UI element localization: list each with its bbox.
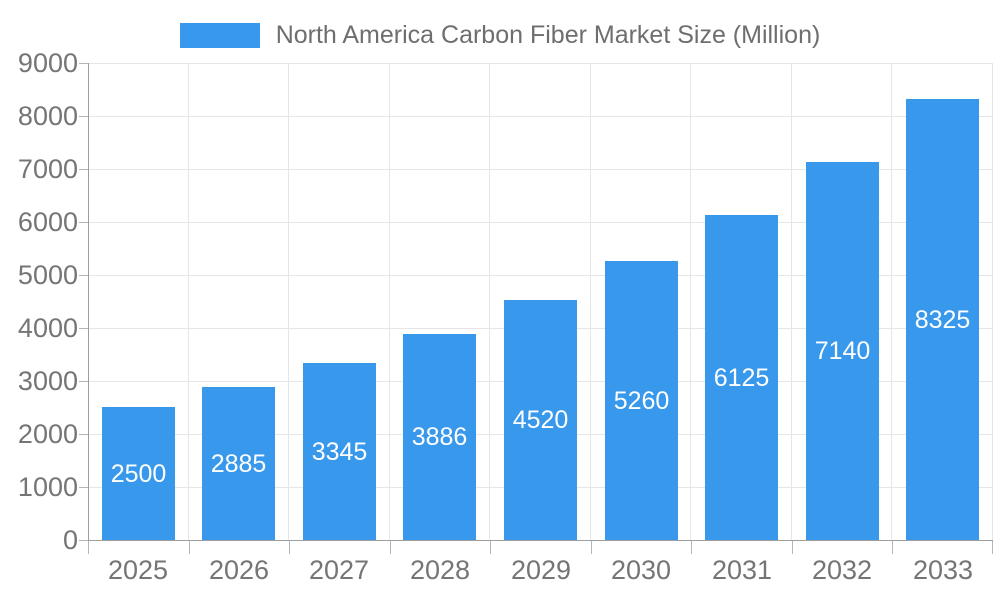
bar-2028[interactable]: 3886 <box>403 334 476 540</box>
x-axis-tick-label: 2030 <box>610 555 672 585</box>
bar-value-label: 6125 <box>713 363 770 392</box>
gridline-horizontal <box>88 169 993 170</box>
x-axis-tick-label: 2032 <box>811 555 873 585</box>
y-axis-tick-label: 6000 <box>17 207 78 237</box>
gridline-horizontal <box>88 275 993 276</box>
legend[interactable]: North America Carbon Fiber Market Size (… <box>0 20 1000 51</box>
x-axis-tick-label: 2028 <box>409 555 471 585</box>
gridline-vertical <box>992 63 993 540</box>
gridline-horizontal <box>88 116 993 117</box>
bar-value-label: 7140 <box>814 337 871 365</box>
y-axis-tick-label: 4000 <box>17 313 78 343</box>
plot-area: 2500 2885 3345 3886 4520 5260 6125 7140 8325 <box>88 63 993 540</box>
bar-value-label: 3345 <box>311 437 368 466</box>
y-axis-tick-label: 1000 <box>17 472 78 502</box>
bar-value-label: 8325 <box>914 305 971 334</box>
bar-2031[interactable]: 6125 <box>705 215 778 540</box>
x-axis-tick <box>490 540 491 554</box>
y-axis-tick <box>79 328 88 329</box>
x-axis-tick <box>992 540 993 554</box>
x-axis-tick <box>591 540 592 554</box>
bar-value-label: 3886 <box>411 423 468 451</box>
bar-2025[interactable]: 2500 <box>102 407 175 540</box>
x-axis-tick-label: 2029 <box>510 555 572 585</box>
y-axis-tick-label: 5000 <box>17 260 78 290</box>
x-axis-tick-label: 2026 <box>208 555 270 585</box>
x-axis-line <box>88 540 993 541</box>
gridline-vertical <box>891 63 892 540</box>
bar-value-label: 2500 <box>110 459 167 488</box>
gridline-vertical <box>288 63 289 540</box>
bar-value-label: 4520 <box>512 406 569 434</box>
bar-value-label: 2885 <box>210 449 267 478</box>
x-axis-tick <box>792 540 793 554</box>
x-axis-tick <box>88 540 89 554</box>
gridline-vertical <box>188 63 189 540</box>
y-axis-tick-label: 2000 <box>17 419 78 449</box>
y-axis-tick-label: 0 <box>62 525 78 555</box>
x-axis-tick <box>892 540 893 554</box>
y-axis-tick <box>79 222 88 223</box>
gridline-vertical <box>590 63 591 540</box>
bar-2032[interactable]: 7140 <box>806 162 879 540</box>
y-axis-tick <box>79 434 88 435</box>
y-axis-tick-label: 3000 <box>17 366 78 396</box>
gridline-horizontal <box>88 222 993 223</box>
y-axis-tick <box>79 63 88 64</box>
x-axis-tick <box>691 540 692 554</box>
y-axis-tick <box>79 487 88 488</box>
y-axis-tick <box>79 540 88 541</box>
bar-2026[interactable]: 2885 <box>202 387 275 540</box>
x-axis-tick <box>289 540 290 554</box>
y-axis-tick-label: 9000 <box>17 48 78 78</box>
bar-value-label: 5260 <box>613 386 670 415</box>
gridline-vertical <box>489 63 490 540</box>
gridline-horizontal <box>88 63 993 64</box>
x-axis-tick-label: 2027 <box>308 555 370 585</box>
y-axis-line <box>88 63 89 540</box>
bar-2029[interactable]: 4520 <box>504 300 577 540</box>
gridline-vertical <box>791 63 792 540</box>
x-axis-tick <box>390 540 391 554</box>
y-axis-tick <box>79 169 88 170</box>
x-axis-tick-label: 2033 <box>912 555 974 585</box>
x-axis-tick <box>189 540 190 554</box>
y-axis-tick <box>79 116 88 117</box>
legend-label: North America Carbon Fiber Market Size (… <box>275 21 821 49</box>
x-axis-tick-label: 2031 <box>711 555 773 585</box>
bar-2030[interactable]: 5260 <box>605 261 678 540</box>
y-axis-tick-label: 7000 <box>17 154 78 184</box>
gridline-vertical <box>690 63 691 540</box>
bar-2033[interactable]: 8325 <box>906 99 979 540</box>
y-axis-tick <box>79 275 88 276</box>
gridline-vertical <box>389 63 390 540</box>
y-axis-tick-label: 8000 <box>17 101 78 131</box>
bar-2027[interactable]: 3345 <box>303 363 376 540</box>
y-axis-tick <box>79 381 88 382</box>
legend-swatch-icon <box>179 23 260 48</box>
x-axis-tick-label: 2025 <box>107 555 169 585</box>
